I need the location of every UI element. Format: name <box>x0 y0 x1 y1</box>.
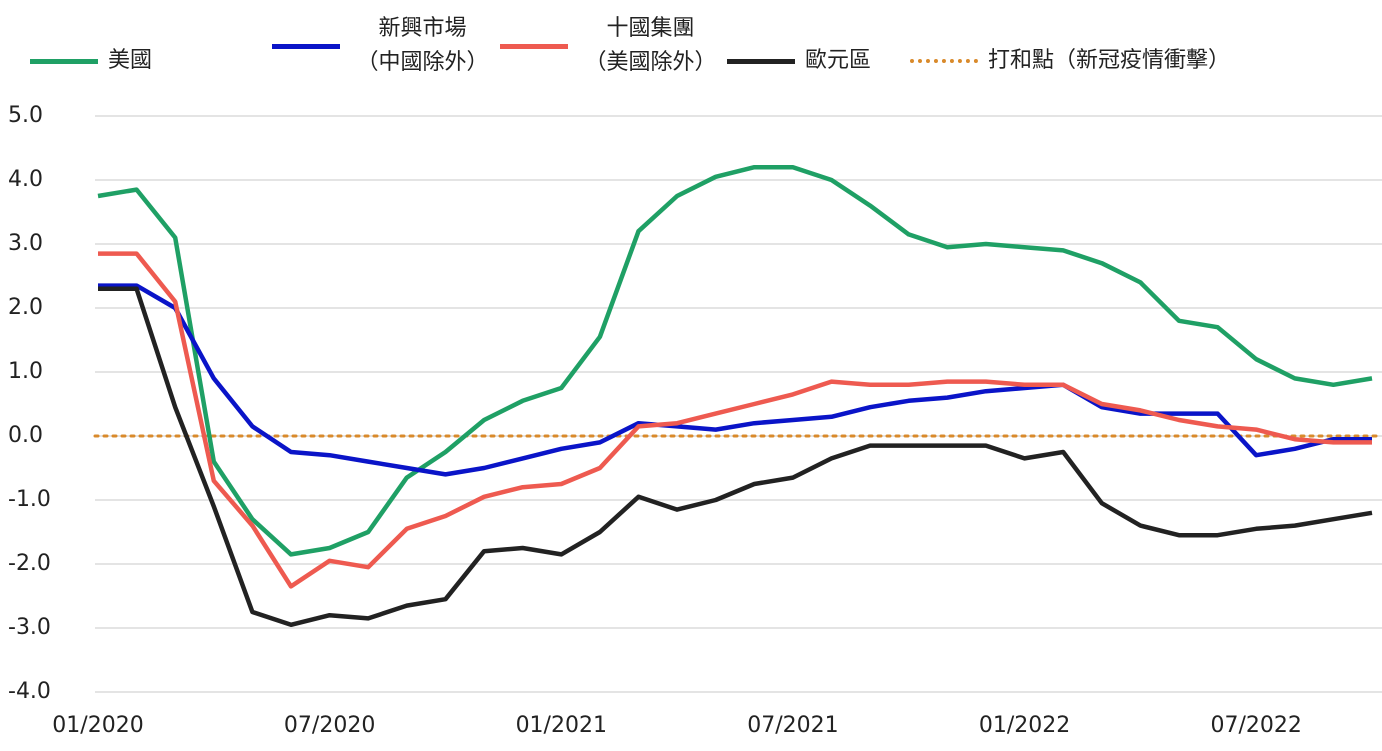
legend-item: 歐元區 <box>727 44 871 78</box>
legend-item: 美國 <box>30 44 152 78</box>
x-tick-label: 01/2022 <box>979 713 1070 738</box>
legend-swatch <box>727 58 795 64</box>
y-tick-label: 0.0 <box>8 423 43 448</box>
y-tick-label: 5.0 <box>8 103 43 128</box>
y-tick-label: -2.0 <box>8 551 51 576</box>
legend-label: 美國 <box>108 48 153 73</box>
y-tick-label: -3.0 <box>8 615 51 640</box>
legend-item: 新興市場（中國除外） <box>272 12 495 80</box>
x-tick-label: 01/2021 <box>516 713 607 738</box>
x-tick-label: 07/2020 <box>284 713 375 738</box>
legend-swatch <box>910 59 978 63</box>
x-tick-label: 01/2020 <box>52 713 143 738</box>
legend-swatch <box>272 43 340 49</box>
legend-label: 歐元區 <box>805 48 872 73</box>
series-line <box>98 251 1372 589</box>
y-tick-label: 3.0 <box>8 231 43 256</box>
x-tick-label: 07/2022 <box>1210 713 1301 738</box>
legend-swatch <box>500 43 568 49</box>
y-tick-label: 1.0 <box>8 359 43 384</box>
legend-label: 打和點（新冠疫情衝擊） <box>988 48 1231 73</box>
x-tick-label: 07/2021 <box>747 713 838 738</box>
y-tick-label: 2.0 <box>8 295 43 320</box>
series-line <box>98 286 1373 628</box>
legend-item: 打和點（新冠疫情衝擊） <box>910 44 1230 78</box>
legend-item: 十國集團（美國除外） <box>500 12 723 80</box>
y-tick-label: -1.0 <box>8 487 51 512</box>
legend-label: 新興市場（中國除外） <box>356 16 489 75</box>
series-line <box>97 164 1373 557</box>
y-tick-label: 4.0 <box>8 167 43 192</box>
y-tick-label: -4.0 <box>8 679 51 704</box>
legend-label: 十國集團（美國除外） <box>584 16 717 75</box>
legend-swatch <box>30 58 98 64</box>
series-line <box>98 283 1372 477</box>
